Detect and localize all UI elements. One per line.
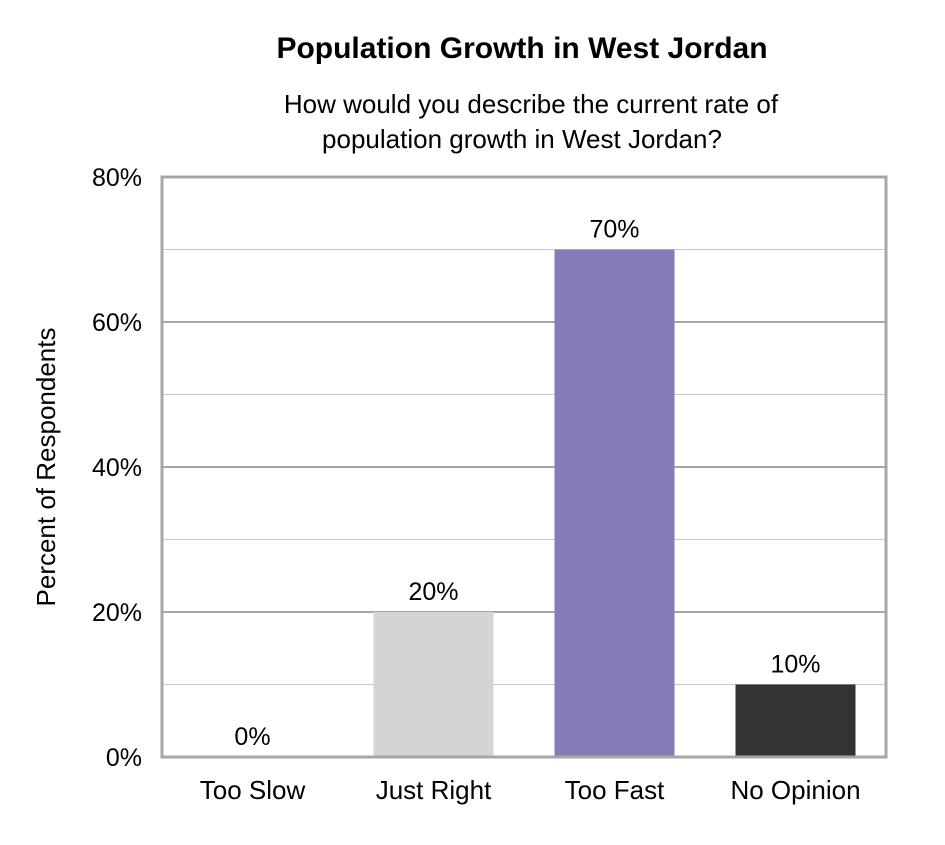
y-tick-label: 80%	[92, 164, 142, 192]
y-tick-label: 20%	[92, 599, 142, 627]
data-label: 70%	[589, 216, 639, 244]
data-label: 10%	[770, 651, 820, 679]
y-tick-label: 0%	[106, 744, 142, 772]
chart-title: Population Growth in West Jordan	[276, 32, 767, 65]
data-label: 20%	[408, 578, 458, 606]
x-tick-label: No Opinion	[730, 775, 860, 805]
plot-area-border	[160, 175, 888, 759]
x-tick-label: Too Slow	[200, 775, 306, 805]
bar	[554, 249, 675, 757]
bar	[735, 684, 856, 757]
y-axis-label: Percent of Respondents	[31, 328, 61, 607]
y-tick-label: 60%	[92, 309, 142, 337]
x-tick-label: Too Fast	[565, 775, 665, 805]
chart-subtitle-line-2: population growth in West Jordan?	[322, 124, 722, 154]
y-tick-label: 40%	[92, 454, 142, 482]
data-label: 0%	[234, 723, 270, 751]
bar	[373, 612, 494, 757]
x-tick-label: Just Right	[376, 775, 492, 805]
chart-subtitle-line-1: How would you describe the current rate …	[284, 89, 779, 119]
